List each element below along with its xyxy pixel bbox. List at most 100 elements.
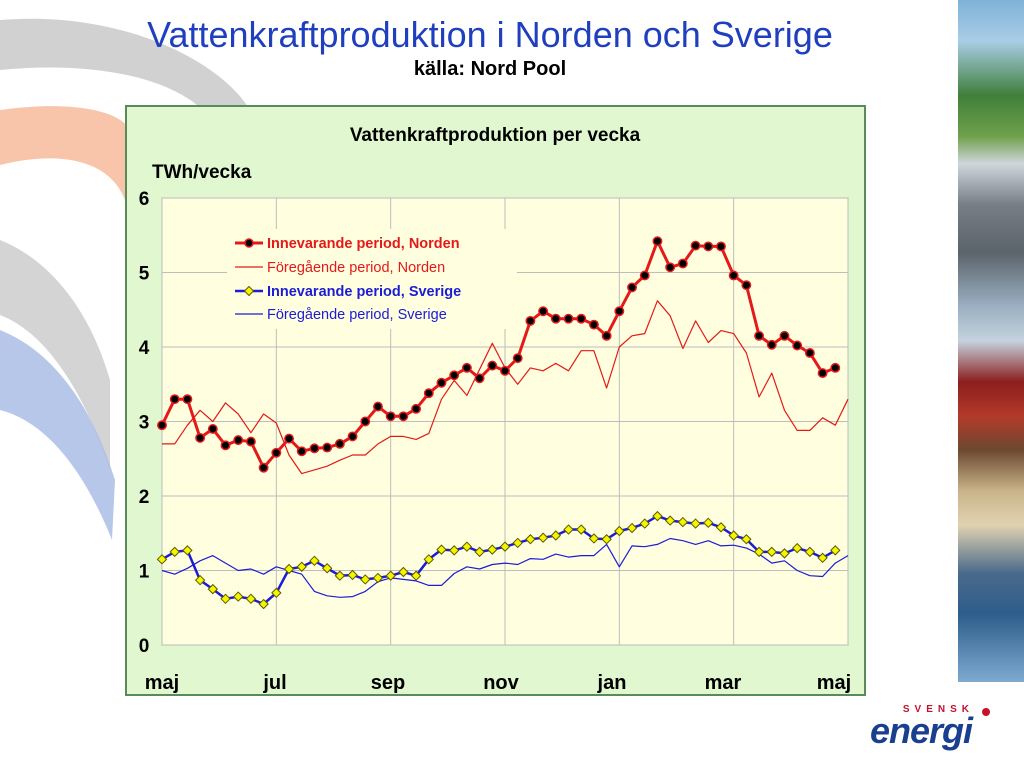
y-tick-label: 6: [139, 189, 150, 210]
legend-entry: Innevarande period, Norden: [267, 236, 460, 252]
slide-title: Vattenkraftproduktion i Norden och Sveri…: [147, 14, 833, 55]
data-point-sverige: [537, 532, 549, 543]
data-point-norden: [754, 330, 765, 341]
data-point-norden: [449, 370, 460, 381]
data-point-norden: [487, 360, 498, 371]
data-point-norden: [220, 440, 231, 451]
data-point-sverige: [385, 570, 396, 581]
data-point-norden: [385, 411, 396, 422]
data-point-norden: [677, 258, 688, 269]
data-point-norden: [245, 436, 256, 447]
x-tick-label: nov: [483, 672, 519, 694]
data-point-sverige: [347, 569, 358, 581]
data-point-sverige: [169, 546, 180, 558]
data-point-sverige: [652, 510, 663, 522]
svensk-energi-logo: SVENSK energi: [868, 704, 998, 754]
data-point-norden: [182, 394, 193, 405]
data-point-sverige: [448, 545, 460, 556]
data-point-norden: [296, 446, 307, 457]
data-point-sverige: [512, 537, 523, 549]
data-point-sverige: [436, 544, 447, 555]
data-point-norden: [195, 432, 206, 443]
y-tick-label: 4: [139, 338, 150, 359]
chart-frame: 0 1 2 3 4 5 6 maj jul sep nov jan mar maj Vattenkraftp…: [125, 105, 866, 696]
data-point-sverige: [817, 552, 828, 564]
series-line-3: [161, 537, 849, 598]
y-tick-label: 3: [139, 413, 150, 434]
data-point-norden: [538, 306, 549, 317]
data-point-norden: [779, 330, 790, 341]
data-point-sverige: [245, 593, 257, 605]
data-point-sverige: [639, 518, 650, 529]
data-point-norden: [284, 433, 294, 444]
y-tick-label: 1: [139, 562, 150, 583]
y-tick-label: 2: [139, 487, 150, 508]
data-point-sverige: [194, 574, 206, 586]
decorative-swoosh: [0, 18, 250, 540]
x-tick-label: sep: [371, 672, 405, 694]
data-point-norden: [690, 240, 701, 251]
data-point-sverige: [398, 566, 409, 578]
data-point-norden: [601, 330, 612, 341]
legend-box: [227, 229, 517, 329]
data-point-sverige: [779, 548, 790, 559]
data-point-norden: [347, 431, 358, 442]
data-point-norden: [233, 435, 244, 446]
data-point-sverige: [728, 530, 739, 541]
data-point-sverige: [753, 546, 765, 558]
data-point-norden: [830, 362, 841, 373]
legend-entry: Innevarande period, Sverige: [267, 284, 461, 300]
legend-swatch-marker: [243, 285, 255, 297]
data-point-sverige: [741, 534, 752, 545]
data-point-norden: [665, 262, 676, 273]
logo-dot-icon: [982, 708, 990, 716]
data-point-norden: [652, 236, 663, 247]
data-point-sverige: [296, 561, 307, 572]
data-point-norden: [373, 401, 383, 412]
data-point-sverige: [410, 570, 422, 581]
data-point-norden: [716, 241, 726, 252]
hydro-production-chart: 0 1 2 3 4 5 6 maj jul sep nov jan mar maj Vattenkraftp…: [139, 125, 852, 694]
data-point-norden: [461, 362, 472, 373]
data-point-sverige: [283, 563, 295, 575]
data-point-sverige: [461, 541, 473, 552]
x-tick-label: jan: [597, 672, 627, 694]
data-point-sverige: [830, 545, 841, 556]
data-point-norden: [474, 373, 485, 384]
data-point-sverige: [487, 544, 498, 555]
data-point-norden: [411, 403, 422, 414]
data-point-sverige: [614, 525, 625, 537]
data-point-sverige: [576, 524, 587, 535]
data-point-sverige: [550, 530, 562, 541]
data-point-norden: [588, 319, 599, 330]
data-point-sverige: [499, 541, 511, 552]
chart-title: Vattenkraftproduktion per vecka: [350, 125, 641, 146]
data-point-sverige: [309, 555, 320, 567]
data-point-norden: [804, 348, 815, 358]
data-point-norden: [563, 313, 574, 324]
data-point-norden: [334, 438, 345, 449]
data-point-sverige: [360, 574, 371, 585]
x-tick-label: mar: [705, 672, 742, 694]
data-point-sverige: [423, 554, 434, 565]
data-point-sverige: [588, 533, 600, 544]
logo-main-text: energi: [870, 710, 973, 751]
data-point-sverige: [715, 522, 727, 533]
data-point-sverige: [601, 534, 612, 545]
legend-entry: Föregående period, Norden: [267, 260, 445, 276]
data-point-norden: [436, 377, 447, 388]
data-point-sverige: [334, 570, 346, 581]
data-point-norden: [207, 424, 218, 434]
data-point-norden: [360, 416, 371, 427]
data-point-sverige: [474, 546, 485, 558]
data-point-norden: [766, 339, 777, 350]
data-point-sverige: [220, 593, 231, 605]
logo-top-text: SVENSK: [902, 704, 974, 715]
data-point-sverige: [321, 563, 333, 574]
y-axis-label: TWh/vecka: [152, 162, 252, 183]
data-point-sverige: [271, 587, 282, 599]
data-point-sverige: [563, 524, 574, 535]
data-point-sverige: [182, 545, 193, 556]
data-point-sverige: [207, 583, 219, 595]
data-point-norden: [728, 270, 739, 281]
